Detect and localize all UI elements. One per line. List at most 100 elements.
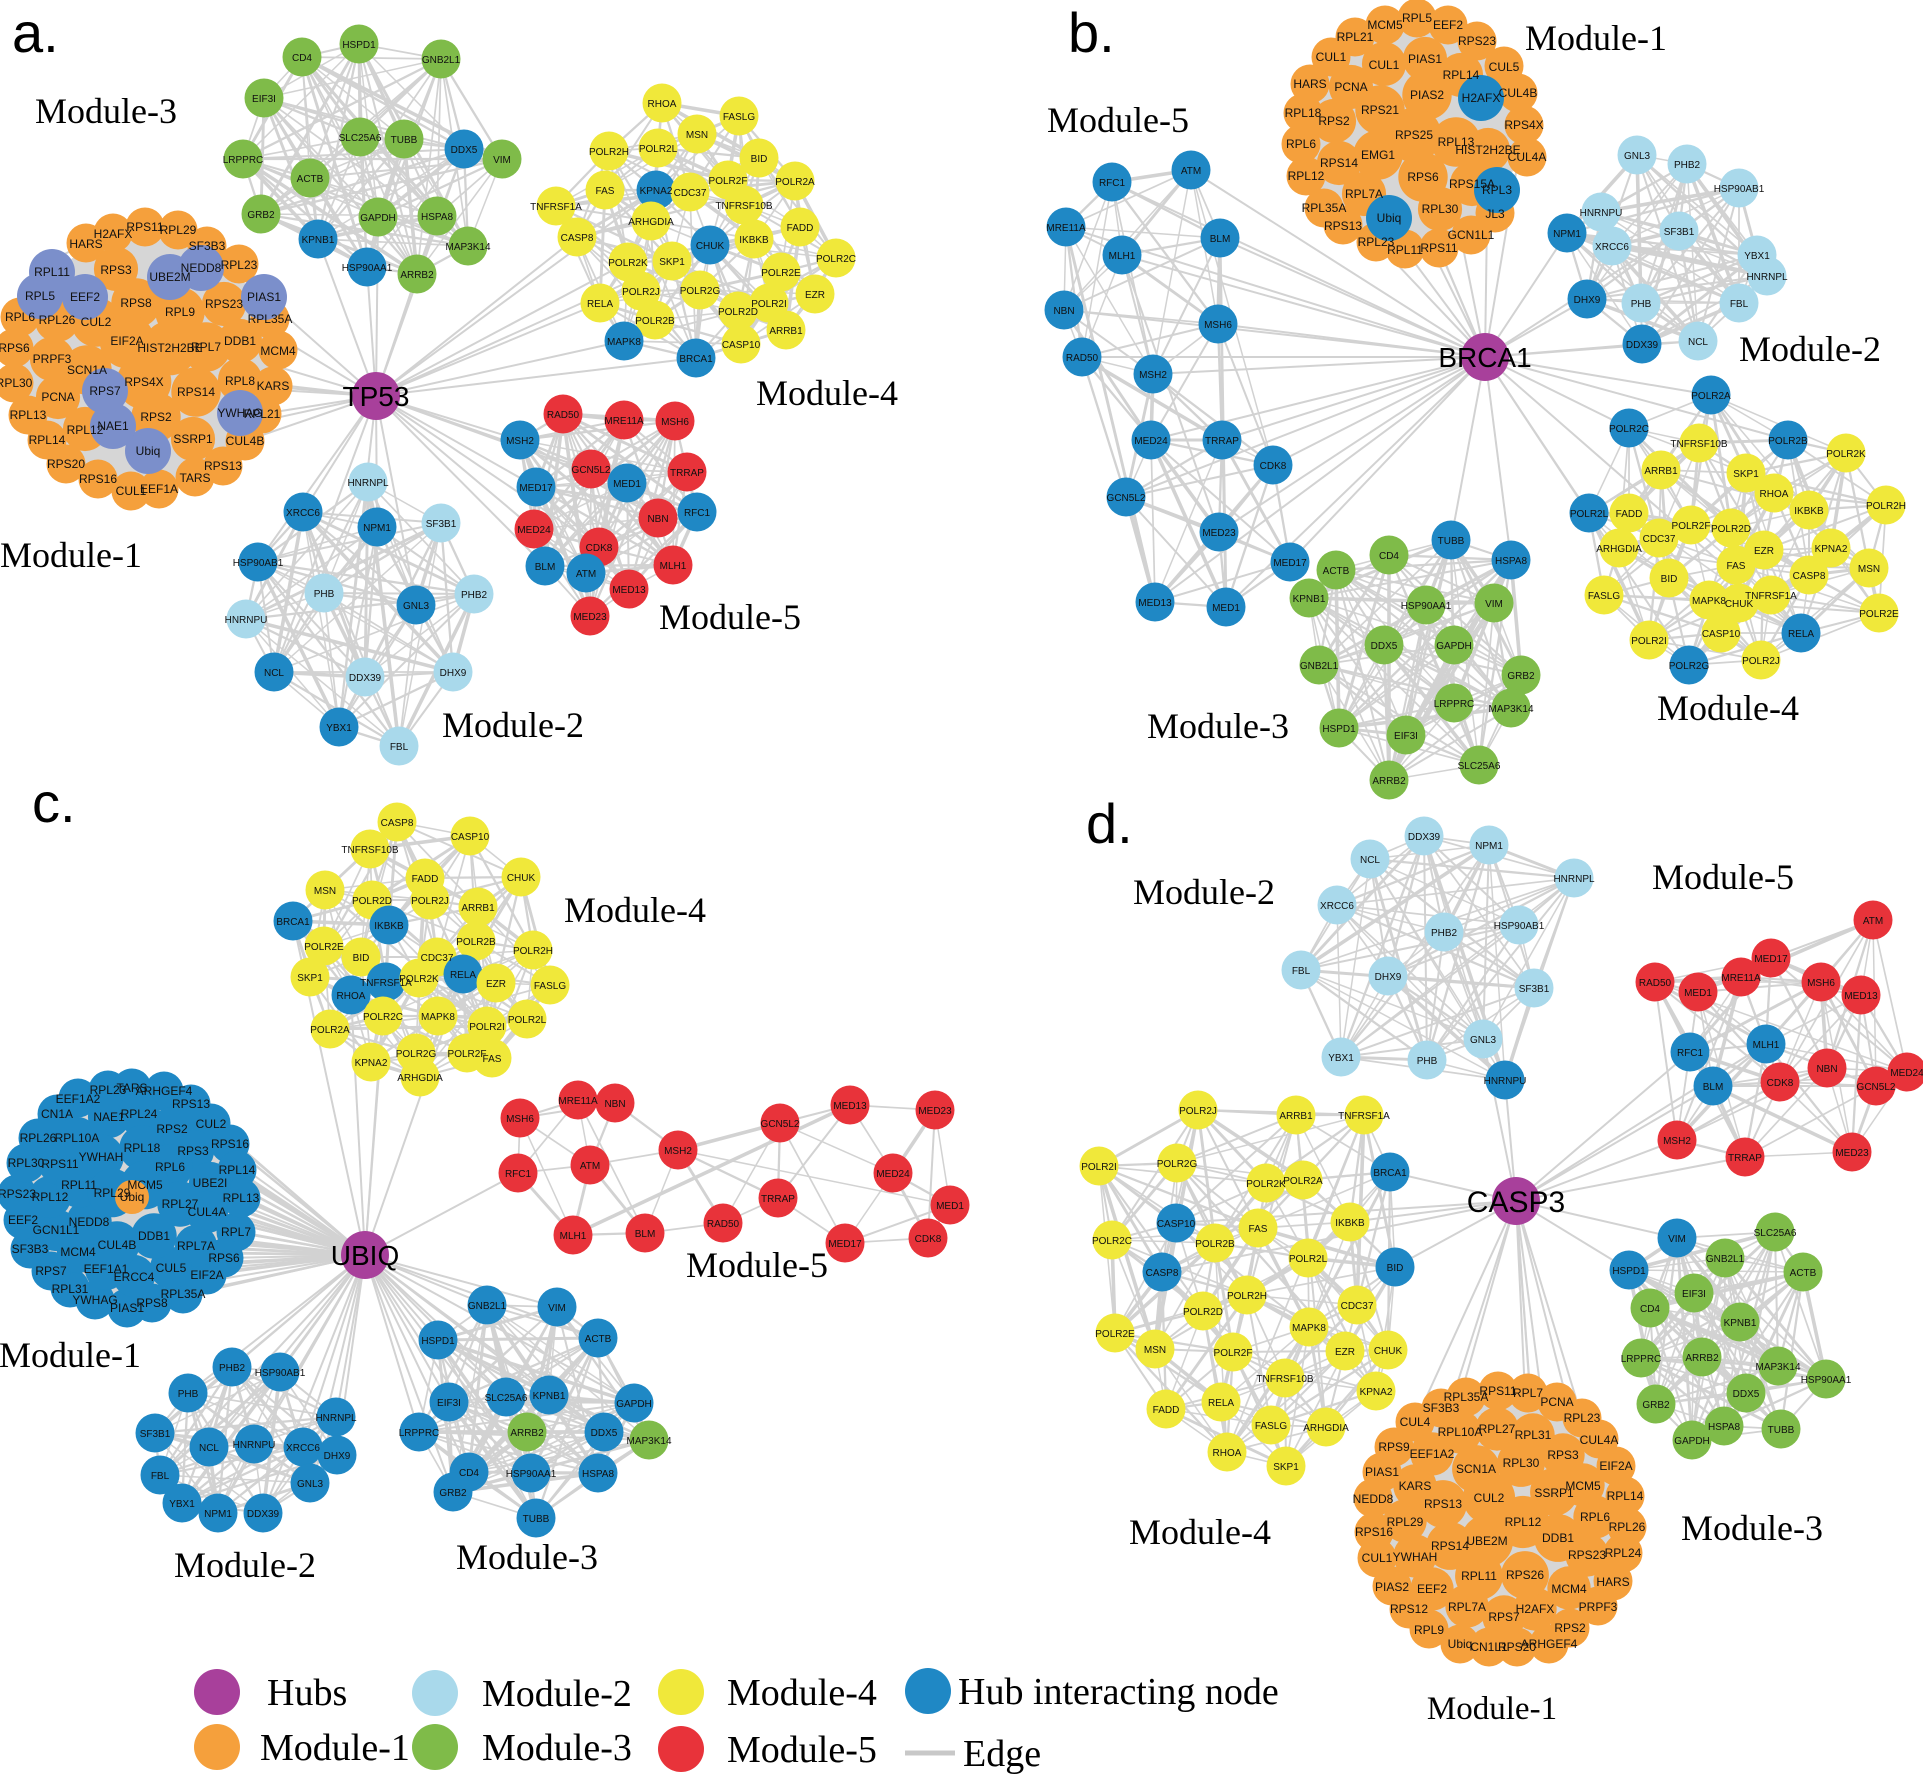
svg-text:CASP10: CASP10 bbox=[451, 832, 490, 843]
svg-text:PIAS1: PIAS1 bbox=[1408, 52, 1442, 66]
svg-text:KPNA2: KPNA2 bbox=[1815, 544, 1848, 555]
svg-text:ARRB1: ARRB1 bbox=[1644, 466, 1678, 477]
svg-text:NCL: NCL bbox=[1688, 337, 1708, 348]
svg-text:RPL13: RPL13 bbox=[10, 408, 47, 422]
svg-text:NPM1: NPM1 bbox=[204, 1509, 232, 1520]
svg-text:JL3: JL3 bbox=[1485, 207, 1505, 221]
svg-text:PCNA: PCNA bbox=[41, 390, 74, 404]
svg-text:RPL11: RPL11 bbox=[1461, 1569, 1497, 1583]
svg-text:RPS20: RPS20 bbox=[47, 457, 85, 471]
svg-text:RELA: RELA bbox=[450, 970, 476, 981]
svg-text:EZR: EZR bbox=[1754, 546, 1774, 557]
svg-text:HNRNPL: HNRNPL bbox=[1746, 272, 1788, 283]
svg-text:CUL4B: CUL4B bbox=[1499, 86, 1538, 100]
svg-text:RPS13: RPS13 bbox=[172, 1097, 210, 1111]
svg-text:KPNB1: KPNB1 bbox=[533, 1391, 566, 1402]
svg-text:RPS3: RPS3 bbox=[177, 1144, 209, 1158]
svg-text:EIF3I: EIF3I bbox=[252, 94, 276, 105]
svg-text:TNFRSF1A: TNFRSF1A bbox=[1338, 1111, 1390, 1122]
svg-text:YBX1: YBX1 bbox=[1744, 251, 1770, 262]
svg-text:POLR2F: POLR2F bbox=[1672, 521, 1711, 532]
svg-text:RELA: RELA bbox=[587, 299, 613, 310]
svg-text:NCL: NCL bbox=[199, 1443, 219, 1454]
svg-text:HNRNPU: HNRNPU bbox=[1484, 1076, 1527, 1087]
svg-text:GNB2L1: GNB2L1 bbox=[422, 55, 461, 66]
svg-text:RPS9: RPS9 bbox=[1378, 1440, 1410, 1454]
svg-text:Module-1: Module-1 bbox=[260, 1727, 410, 1769]
svg-text:HNRNPU: HNRNPU bbox=[233, 1440, 276, 1451]
svg-text:GRB2: GRB2 bbox=[1507, 671, 1535, 682]
svg-text:PCNA: PCNA bbox=[1334, 80, 1367, 94]
svg-text:PIAS1: PIAS1 bbox=[247, 290, 281, 304]
svg-text:EMG1: EMG1 bbox=[1361, 148, 1395, 162]
svg-text:MSN: MSN bbox=[314, 886, 336, 897]
svg-text:FADD: FADD bbox=[1153, 1405, 1180, 1416]
svg-text:POLR2K: POLR2K bbox=[1246, 1179, 1286, 1190]
svg-text:ARRB1: ARRB1 bbox=[1279, 1111, 1313, 1122]
svg-text:TNFRSF10B: TNFRSF10B bbox=[1256, 1374, 1314, 1385]
svg-text:Edge: Edge bbox=[963, 1733, 1041, 1775]
svg-text:RPS21: RPS21 bbox=[1361, 103, 1399, 117]
svg-text:MAPK8: MAPK8 bbox=[421, 1012, 455, 1023]
svg-text:SF3B1: SF3B1 bbox=[140, 1429, 171, 1440]
svg-text:CUL5: CUL5 bbox=[156, 1261, 187, 1275]
svg-text:CN1A: CN1A bbox=[41, 1107, 73, 1121]
svg-text:RPS23: RPS23 bbox=[1458, 34, 1496, 48]
svg-text:POLR2H: POLR2H bbox=[1866, 501, 1906, 512]
svg-text:RPS4X: RPS4X bbox=[124, 375, 163, 389]
svg-text:POLR2B: POLR2B bbox=[1768, 436, 1808, 447]
svg-text:TUBB: TUBB bbox=[391, 135, 418, 146]
svg-text:YBX1: YBX1 bbox=[326, 723, 352, 734]
svg-text:NBN: NBN bbox=[604, 1099, 625, 1110]
svg-text:POLR2K: POLR2K bbox=[1826, 449, 1866, 460]
svg-text:Module-4: Module-4 bbox=[564, 890, 706, 930]
svg-text:MSN: MSN bbox=[1144, 1345, 1166, 1356]
svg-text:SF3B1: SF3B1 bbox=[426, 519, 457, 530]
svg-text:CDK8: CDK8 bbox=[1767, 1078, 1794, 1089]
svg-text:POLR2G: POLR2G bbox=[396, 1049, 437, 1060]
svg-text:POLR2A: POLR2A bbox=[775, 177, 815, 188]
svg-text:MED1: MED1 bbox=[936, 1201, 964, 1212]
svg-text:RPL9: RPL9 bbox=[1414, 1623, 1444, 1637]
svg-text:c.: c. bbox=[32, 771, 76, 834]
svg-text:MCM4: MCM4 bbox=[1551, 1582, 1587, 1596]
svg-text:RHOA: RHOA bbox=[1213, 1448, 1242, 1459]
svg-text:PIAS2: PIAS2 bbox=[1375, 1580, 1409, 1594]
svg-text:MSH6: MSH6 bbox=[661, 417, 689, 428]
svg-text:GCN5L2: GCN5L2 bbox=[1107, 493, 1146, 504]
svg-text:RPL30: RPL30 bbox=[8, 1156, 45, 1170]
svg-text:HSPD1: HSPD1 bbox=[342, 40, 376, 51]
svg-text:CUL1: CUL1 bbox=[1362, 1551, 1393, 1565]
svg-text:SKP1: SKP1 bbox=[1273, 1462, 1299, 1473]
svg-text:H2AFX: H2AFX bbox=[1516, 1602, 1555, 1616]
svg-text:SKP1: SKP1 bbox=[659, 257, 685, 268]
svg-text:Module-1: Module-1 bbox=[1525, 18, 1667, 58]
svg-text:RFC1: RFC1 bbox=[1677, 1048, 1704, 1059]
svg-text:RPL14: RPL14 bbox=[1607, 1489, 1644, 1503]
svg-text:MED1: MED1 bbox=[1684, 988, 1712, 999]
svg-text:RPL5: RPL5 bbox=[25, 289, 55, 303]
svg-text:POLR2F: POLR2F bbox=[1214, 1348, 1253, 1359]
svg-text:Module-2: Module-2 bbox=[174, 1545, 316, 1585]
svg-text:PHB2: PHB2 bbox=[1674, 160, 1701, 171]
svg-text:RPS12: RPS12 bbox=[1390, 1602, 1428, 1616]
svg-text:GCN1L1: GCN1L1 bbox=[33, 1223, 80, 1237]
svg-text:CUL2: CUL2 bbox=[196, 1117, 227, 1131]
svg-text:RPL21: RPL21 bbox=[1337, 30, 1374, 44]
svg-text:GNB2L1: GNB2L1 bbox=[1300, 661, 1339, 672]
svg-text:ATM: ATM bbox=[1181, 166, 1201, 177]
svg-text:POLR2D: POLR2D bbox=[718, 307, 758, 318]
svg-text:POLR2H: POLR2H bbox=[513, 946, 553, 957]
svg-text:FAS: FAS bbox=[1727, 561, 1746, 572]
svg-text:EEF2: EEF2 bbox=[70, 290, 100, 304]
svg-text:DDX39: DDX39 bbox=[247, 1509, 280, 1520]
svg-text:Module-2: Module-2 bbox=[482, 1673, 632, 1715]
svg-text:RPS14: RPS14 bbox=[1320, 156, 1358, 170]
svg-text:Module-4: Module-4 bbox=[1129, 1512, 1271, 1552]
svg-text:RPS15A: RPS15A bbox=[1449, 177, 1495, 191]
svg-text:IKBKB: IKBKB bbox=[374, 921, 404, 932]
svg-text:RPS16: RPS16 bbox=[1355, 1525, 1393, 1539]
svg-text:YWHAG: YWHAG bbox=[217, 406, 262, 420]
svg-text:ACTB: ACTB bbox=[1323, 566, 1350, 577]
svg-text:Module-2: Module-2 bbox=[1133, 872, 1275, 912]
